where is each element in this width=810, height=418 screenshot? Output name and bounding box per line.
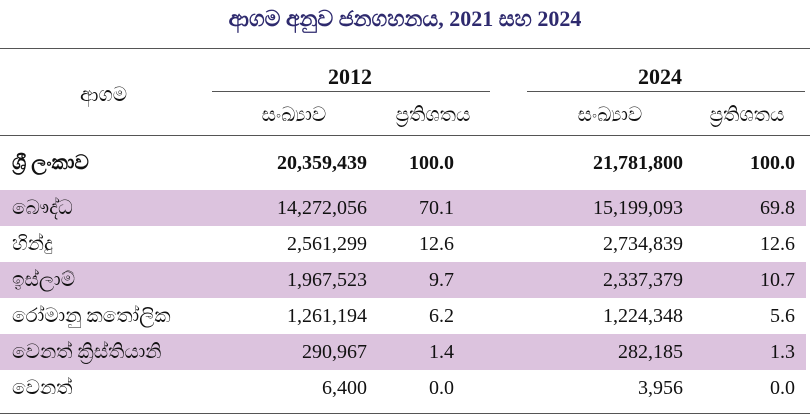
percent-2024: 5.6 <box>770 304 795 327</box>
percent-2012: 70.1 <box>419 196 454 219</box>
religion-label: ඉස්ලාම් <box>12 268 76 291</box>
count-2024: 282,185 <box>618 340 683 363</box>
total-row: ශ්‍රී ලංකාව 20,359,439 100.0 21,781,800 100.… <box>0 145 806 181</box>
count-2012: 1,967,523 <box>287 268 367 291</box>
count-2024: 1,224,348 <box>603 304 683 327</box>
count-2012: 1,261,194 <box>287 304 367 327</box>
religion-label: රෝමානු කතෝලික <box>12 304 171 327</box>
table-row: වෙනත් ක්‍රිස්තියානි 290,967 1.4 282,185 1.3 <box>0 334 806 370</box>
religion-label: බෞද්ධ <box>12 196 73 219</box>
count-2012: 6,400 <box>322 376 367 399</box>
percent-2024: 100.0 <box>750 151 795 174</box>
percent-2012: 12.6 <box>419 232 454 255</box>
year-rule-2024 <box>527 91 805 92</box>
percent-2024: 12.6 <box>760 232 795 255</box>
table-row: ඉස්ලාම් 1,967,523 9.7 2,337,379 10.7 <box>0 262 806 298</box>
count-2012: 290,967 <box>302 340 367 363</box>
percent-2024: 69.8 <box>760 196 795 219</box>
top-rule <box>0 48 810 49</box>
count-header-2012: සංඛ්‍යාව <box>261 104 327 126</box>
count-2024: 2,337,379 <box>603 268 683 291</box>
count-2024: 2,734,839 <box>603 232 683 255</box>
table-row: රෝමානු කතෝලික 1,261,194 6.2 1,224,348 5.6 <box>0 298 806 334</box>
percent-header-2024: ප්‍රතිශතය <box>709 104 785 126</box>
count-2012: 2,561,299 <box>287 232 367 255</box>
percent-header-2012: ප්‍රතිශතය <box>395 104 471 126</box>
percent-2012: 100.0 <box>409 151 454 174</box>
religion-label: ශ්‍රී ලංකාව <box>12 151 89 174</box>
religion-label: හින්දු <box>12 232 53 255</box>
religion-header: ආගම <box>80 84 128 106</box>
table-row: වෙනත් 6,400 0.0 3,956 0.0 <box>0 370 806 406</box>
count-2024: 21,781,800 <box>593 151 683 174</box>
table-title: ආගම අනුව ජනගහනය, 2021 සහ 2024 <box>228 6 582 31</box>
year-header-2024: 2024 <box>638 64 682 89</box>
count-header-2024: සංඛ්‍යාව <box>577 104 643 126</box>
percent-2012: 9.7 <box>429 268 454 291</box>
count-2024: 3,956 <box>638 376 683 399</box>
bottom-rule <box>0 413 810 414</box>
religion-label: වෙනත් <box>12 376 73 399</box>
year-header-2012: 2012 <box>328 64 372 89</box>
year-rule-2012 <box>212 91 490 92</box>
table-row: බෞද්ධ 14,272,056 70.1 15,199,093 69.8 <box>0 190 806 226</box>
table-row: හින්දු 2,561,299 12.6 2,734,839 12.6 <box>0 226 806 262</box>
count-2024: 15,199,093 <box>593 196 683 219</box>
percent-2024: 10.7 <box>760 268 795 291</box>
percent-2024: 0.0 <box>770 376 795 399</box>
percent-2012: 6.2 <box>429 304 454 327</box>
religion-label: වෙනත් ක්‍රිස්තියානි <box>12 340 162 363</box>
count-2012: 14,272,056 <box>277 196 367 219</box>
percent-2012: 0.0 <box>429 376 454 399</box>
count-2012: 20,359,439 <box>277 151 367 174</box>
header-rule <box>0 135 810 136</box>
percent-2024: 1.3 <box>770 340 795 363</box>
percent-2012: 1.4 <box>429 340 454 363</box>
